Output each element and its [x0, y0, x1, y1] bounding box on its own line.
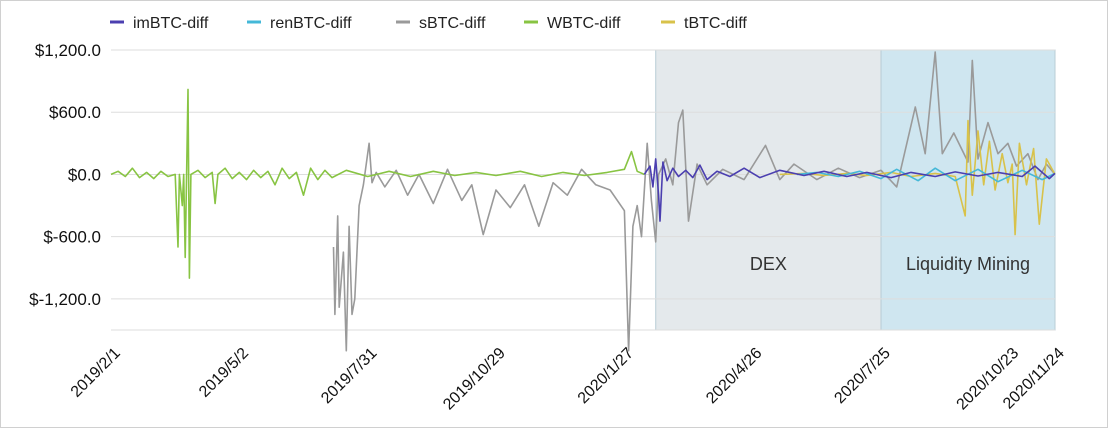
y-tick-label-0: $1,200.0: [35, 41, 101, 60]
region-band-0: [655, 49, 882, 331]
x-tick-label-5: 2020/4/26: [703, 345, 765, 407]
legend-label-WBTC-diff: WBTC-diff: [547, 15, 621, 32]
y-tick-label-1: $600.0: [49, 103, 101, 122]
legend-label-imBTC-diff: imBTC-diff: [133, 15, 209, 32]
x-tick-label-6: 2020/7/25: [832, 345, 894, 407]
series-line-imBTC-diff: [643, 158, 1056, 222]
y-tick-label-4: $-1,200.0: [29, 290, 101, 309]
legend-label-sBTC-diff: sBTC-diff: [419, 15, 486, 32]
x-tick-label-3: 2019/10/29: [440, 345, 509, 414]
x-tick-label-2: 2019/7/31: [318, 345, 380, 407]
series-line-sBTC-diff: [332, 51, 1056, 352]
x-tick-label-1: 2019/5/2: [196, 345, 252, 401]
legend: imBTC-diff renBTC-diff sBTC-diff WBTC-diff t…: [110, 15, 747, 32]
legend-label-renBTC-diff: renBTC-diff: [270, 15, 352, 32]
region-band-1: [880, 49, 1056, 331]
x-tick-label-4: 2020/1/27: [575, 345, 637, 407]
legend-label-tBTC-diff: tBTC-diff: [684, 15, 747, 32]
y-tick-label-3: $-600.0: [43, 228, 101, 247]
region-label-1: Liquidity Mining: [906, 254, 1030, 274]
shaded-regions: DEX Liquidity Mining: [655, 49, 1056, 331]
y-tick-label-2: $0.0: [68, 165, 101, 184]
series-line-WBTC-diff: [110, 88, 645, 279]
series-lines: [110, 51, 1056, 352]
region-label-0: DEX: [750, 254, 787, 274]
x-tick-label-0: 2019/2/1: [68, 345, 124, 401]
